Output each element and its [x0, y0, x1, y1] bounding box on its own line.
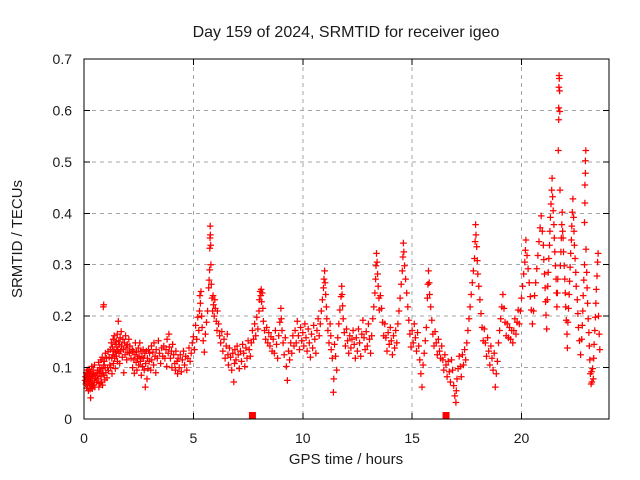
y-axis-label: SRMTID / TECUs — [9, 180, 26, 298]
y-tick-label: 0.1 — [53, 360, 73, 376]
x-tick-label: 0 — [80, 430, 88, 446]
x-tick-label: 15 — [404, 430, 420, 446]
y-tick-label: 0.7 — [53, 51, 73, 67]
chart-title: Day 159 of 2024, SRMTID for receiver ige… — [193, 24, 500, 41]
grid-lines — [84, 59, 609, 419]
tick-labels: 0 5 10 15 20 0 0.1 0.2 0.3 0.4 0.5 0.6 0.7 — [53, 51, 530, 446]
event-square-marker — [248, 412, 256, 419]
x-axis-label: GPS time / hours — [289, 451, 403, 468]
y-tick-label: 0.4 — [53, 205, 73, 221]
event-markers — [248, 412, 450, 419]
event-square-marker — [442, 412, 450, 419]
y-tick-label: 0.2 — [53, 308, 73, 324]
y-tick-label: 0 — [64, 411, 72, 427]
x-tick-label: 20 — [514, 430, 530, 446]
x-tick-label: 10 — [295, 430, 311, 446]
y-tick-label: 0.5 — [53, 154, 73, 170]
plot-border-and-ticks — [83, 58, 610, 420]
x-tick-label: 5 — [189, 430, 197, 446]
y-tick-label: 0.6 — [53, 102, 73, 118]
scatter-points — [81, 72, 604, 406]
y-tick-label: 0.3 — [53, 257, 73, 273]
